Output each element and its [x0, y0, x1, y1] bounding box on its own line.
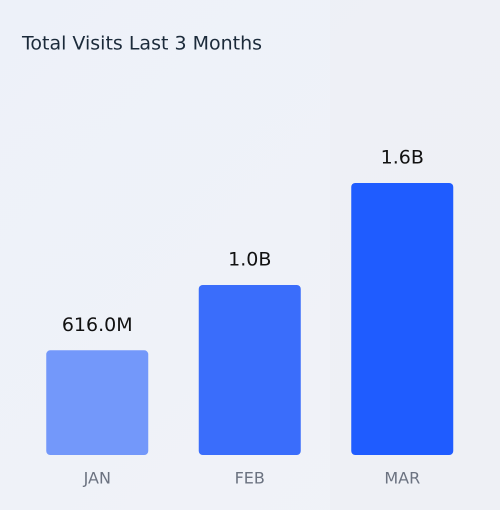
x-tick-label: FEB	[235, 469, 265, 488]
bar	[46, 350, 149, 455]
x-tick-label: MAR	[384, 469, 420, 488]
x-tick-label: JAN	[83, 469, 111, 488]
value-label: 616.0M	[62, 314, 133, 336]
bar	[198, 285, 301, 455]
chart-title: Total Visits Last 3 Months	[21, 33, 262, 55]
value-label: 1.6B	[381, 147, 424, 169]
bar	[351, 183, 454, 455]
value-label: 1.0B	[228, 249, 271, 271]
